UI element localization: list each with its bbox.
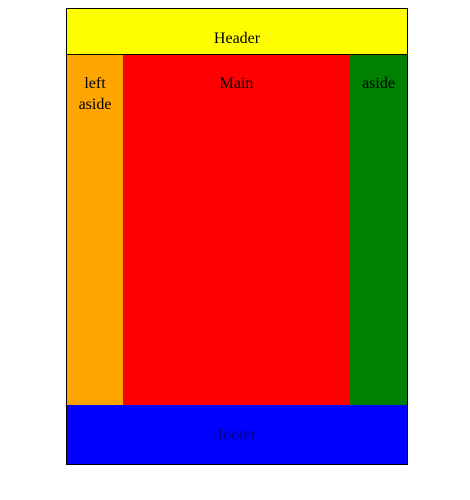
header: Header bbox=[67, 9, 407, 55]
header-label: Header bbox=[213, 29, 261, 47]
page-layout: Header left aside Main aside footer bbox=[66, 8, 408, 465]
left-aside-label-line2: aside bbox=[78, 96, 112, 113]
footer-label: footer bbox=[217, 425, 257, 443]
main-content: Main bbox=[123, 55, 350, 405]
left-aside-label-line1: left bbox=[84, 75, 106, 92]
right-aside: aside bbox=[350, 55, 407, 405]
right-aside-label: aside bbox=[362, 75, 395, 92]
main-label: Main bbox=[219, 75, 254, 92]
footer: footer bbox=[67, 405, 407, 464]
content-row: left aside Main aside bbox=[67, 55, 407, 405]
left-aside: left aside bbox=[67, 55, 123, 405]
